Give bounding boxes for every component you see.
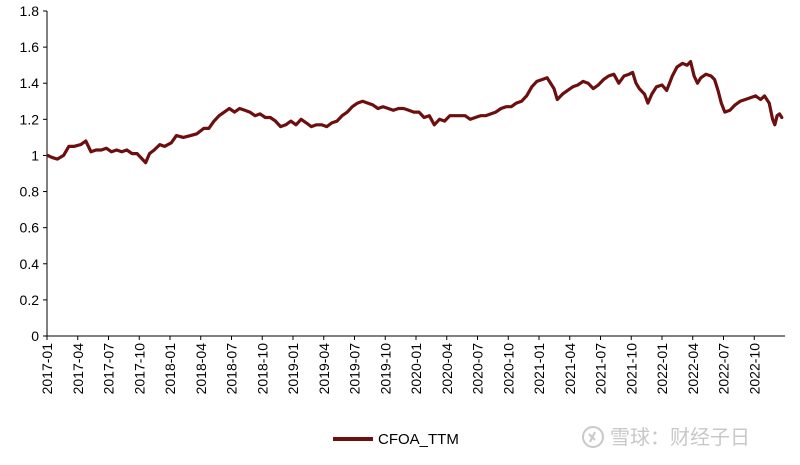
x-tick-label: 2020-10 — [500, 343, 516, 395]
x-tick-label: 2018-10 — [254, 343, 270, 395]
y-tick-label: 1.6 — [20, 39, 40, 55]
series-layer — [46, 60, 784, 165]
x-tick-label: 2021-01 — [531, 343, 547, 395]
x-tick-label: 2018-04 — [193, 343, 209, 395]
x-tick-label: 2021-04 — [562, 343, 578, 395]
y-tick-label: 0.8 — [20, 184, 40, 200]
x-tick-label: 2022-10 — [746, 343, 762, 395]
series-line-cfoa-ttm — [46, 60, 784, 165]
x-tick-label: 2020-07 — [470, 343, 486, 395]
x-tick-label: 2022-04 — [685, 343, 701, 395]
watermark-text: 雪球：财经子日 — [610, 425, 750, 449]
x-tick-label: 2022-07 — [716, 343, 732, 395]
x-tick-label: 2019-04 — [316, 343, 332, 395]
x-tick-label: 2020-04 — [439, 343, 455, 395]
x-tick-label: 2021-10 — [623, 343, 639, 395]
y-tick-label: 0.6 — [20, 220, 40, 236]
x-tick-label: 2018-01 — [162, 343, 178, 395]
watermark: 雪球：财经子日 — [582, 425, 750, 449]
y-tick-label: 1.8 — [20, 3, 40, 19]
x-tick-label: 2017-07 — [101, 343, 117, 395]
x-tick-label: 2019-07 — [347, 343, 363, 395]
y-axis-ticks: 1.8 1.6 1.4 1.2 1 0.8 0.6 0.4 0.2 0 — [20, 3, 47, 344]
y-tick-label: 0.2 — [20, 292, 40, 308]
legend: CFOA_TTM — [333, 431, 459, 448]
x-tick-label: 2018-07 — [224, 343, 240, 395]
x-tick-label: 2017-10 — [131, 343, 147, 395]
axes — [46, 11, 785, 337]
x-axis-ticks: 2017-01 2017-04 2017-07 2017-10 2018-01 2018-… — [39, 336, 762, 394]
y-tick-label: 0.4 — [20, 256, 40, 272]
x-tick-label: 2017-04 — [70, 343, 86, 395]
snowball-logo-icon — [582, 426, 604, 448]
x-tick-label: 2019-10 — [377, 343, 393, 395]
y-tick-label: 1 — [31, 147, 39, 163]
x-tick-label: 2017-01 — [39, 343, 55, 395]
x-tick-label: 2021-07 — [593, 343, 609, 395]
y-tick-label: 1.4 — [20, 75, 40, 91]
y-tick-label: 0 — [31, 328, 39, 344]
x-tick-label: 2020-01 — [408, 343, 424, 395]
y-tick-label: 1.2 — [20, 111, 40, 127]
x-tick-label: 2019-01 — [285, 343, 301, 395]
legend-label-cfoa-ttm: CFOA_TTM — [378, 431, 459, 448]
x-tick-label: 2022-01 — [654, 343, 670, 395]
